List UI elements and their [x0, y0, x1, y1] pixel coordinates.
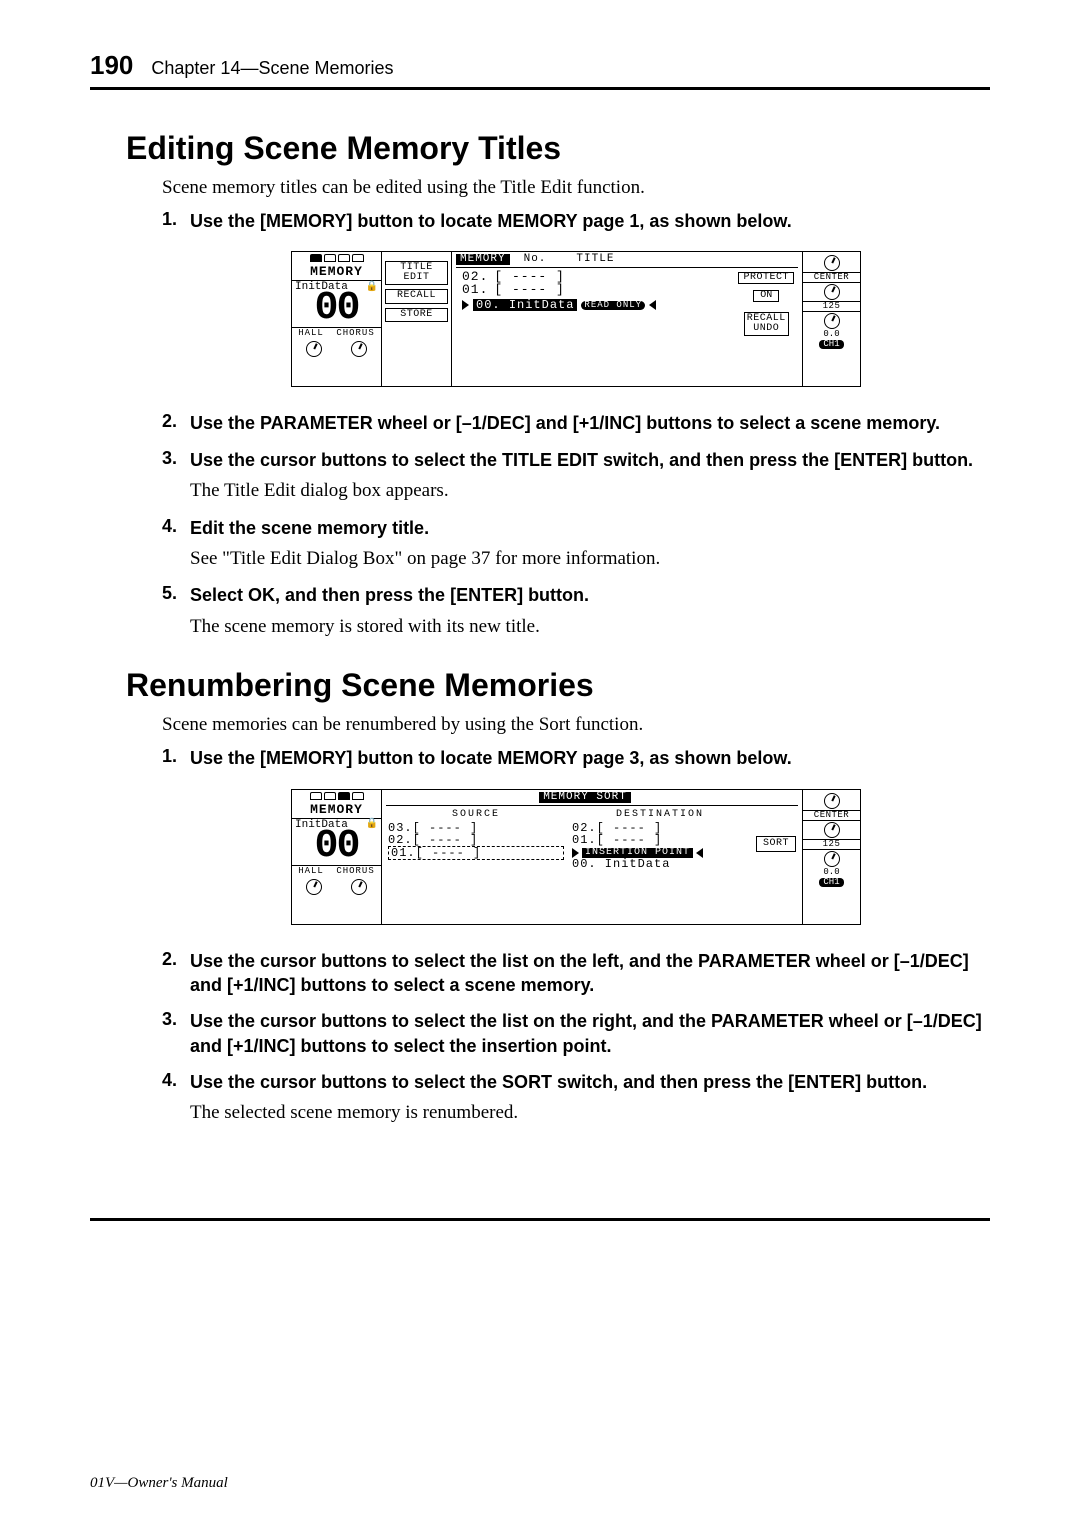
step-text: Use the cursor buttons to select the lis…	[190, 949, 990, 998]
step-text: Use the cursor buttons to select the lis…	[190, 1009, 990, 1058]
list-item-selected[interactable]: 01.[ ---- ]	[388, 846, 564, 860]
lcd1-button-column: TITLE EDIT RECALL STORE	[382, 252, 452, 386]
lcd2-left-panel: MEMORY InitData 🔒 00 HALL CHORUS	[292, 790, 382, 924]
source-column: SOURCE 03.[ ---- ] 02.[ ---- ] 01.[ ----…	[388, 810, 564, 870]
section1-steps-cont: Use the PARAMETER wheel or [–1/DEC] and …	[162, 411, 990, 639]
knob-icon	[351, 879, 367, 895]
list-item[interactable]: 01.[ ---- ]	[572, 834, 748, 846]
knob-icon	[306, 879, 322, 895]
destination-column: DESTINATION 02.[ ---- ] 01.[ ---- ] INSE…	[572, 810, 748, 870]
triangle-right-icon	[462, 300, 469, 310]
lcd-hall-label: HALL	[298, 867, 324, 876]
list-item[interactable]: 03.[ ---- ]	[388, 822, 564, 834]
chapter-title: Chapter 14—Scene Memories	[151, 58, 393, 79]
lcd-chorus-label: CHORUS	[336, 329, 374, 338]
lcd-scene-number: 00	[292, 831, 381, 865]
section1-heading: Editing Scene Memory Titles	[126, 130, 990, 167]
freq-label: 125	[803, 839, 860, 850]
step-text: Edit the scene memory title.	[190, 516, 990, 540]
lcd2-right-panel: CENTER 125 0.0 CH1	[802, 790, 860, 924]
section2-intro: Scene memories can be renumbered by usin…	[162, 714, 990, 736]
recall-undo-button[interactable]: RECALL UNDO	[744, 312, 789, 336]
knob-icon	[824, 822, 840, 838]
knob-icon	[351, 341, 367, 357]
header-rule	[90, 87, 990, 90]
lcd-tab-label: MEMORY	[456, 254, 510, 265]
init-data-item: 00. InitData	[572, 858, 748, 870]
section1-steps: Use the [MEMORY] button to locate MEMORY…	[162, 209, 990, 233]
lock-icon: 🔒	[366, 283, 378, 293]
lcd2-figure: MEMORY InitData 🔒 00 HALL CHORUS	[162, 789, 990, 925]
step-sub-text: The scene memory is stored with its new …	[190, 614, 990, 640]
lcd-chorus-label: CHORUS	[336, 867, 374, 876]
step-text: Use the [MEMORY] button to locate MEMORY…	[190, 746, 990, 770]
step-text: Select OK, and then press the [ENTER] bu…	[190, 583, 990, 607]
db-label: 0.0	[823, 868, 839, 877]
page-number: 190	[90, 50, 133, 81]
lcd2-main-area: MEMORY SORT SOURCE 03.[ ---- ] 02.[ ----…	[382, 790, 802, 924]
list-item[interactable]: 02.[ ---- ]	[572, 822, 748, 834]
triangle-left-icon	[649, 300, 656, 310]
step-text: Use the cursor buttons to select the TIT…	[190, 448, 990, 472]
col-title-label: TITLE	[576, 254, 614, 265]
sort-button[interactable]: SORT	[756, 836, 796, 852]
section2-steps: Use the [MEMORY] button to locate MEMORY…	[162, 746, 990, 770]
center-label: CENTER	[803, 810, 860, 821]
lcd1-figure: MEMORY InitData 🔒 00 HALL CHORUS	[162, 251, 990, 387]
col-no-label: No.	[524, 254, 547, 265]
footer-text: 01V—Owner's Manual	[90, 1475, 228, 1492]
knob-icon	[306, 341, 322, 357]
lcd1-right-panel: CENTER 125 0.0 CH1	[802, 252, 860, 386]
step-text: Use the PARAMETER wheel or [–1/DEC] and …	[190, 411, 990, 435]
knob-icon	[824, 313, 840, 329]
knob-icon	[824, 284, 840, 300]
step-sub-text: See "Title Edit Dialog Box" on page 37 f…	[190, 546, 990, 572]
db-label: 0.0	[823, 330, 839, 339]
readonly-badge: READ ONLY	[581, 301, 645, 310]
destination-header: DESTINATION	[572, 810, 748, 820]
protect-label: PROTECT	[738, 272, 794, 284]
list-item[interactable]: 02.[ ---- ]	[388, 834, 564, 846]
center-label: CENTER	[803, 272, 860, 283]
lcd-memory-label: MEMORY	[292, 801, 381, 819]
step-text: Use the [MEMORY] button to locate MEMORY…	[190, 209, 990, 233]
section1-intro: Scene memory titles can be edited using …	[162, 177, 990, 199]
title-edit-button[interactable]: TITLE EDIT	[385, 261, 448, 285]
section2-steps-cont: Use the cursor buttons to select the lis…	[162, 949, 990, 1126]
page-header: 190 Chapter 14—Scene Memories	[90, 50, 990, 81]
lcd-memory-label: MEMORY	[292, 263, 381, 281]
lcd-scene-number: 00	[292, 293, 381, 327]
knob-icon	[824, 255, 840, 271]
source-header: SOURCE	[388, 810, 564, 820]
section2-heading: Renumbering Scene Memories	[126, 667, 990, 704]
lcd1-left-panel: MEMORY InitData 🔒 00 HALL CHORUS	[292, 252, 382, 386]
selected-scene[interactable]: 00. InitData	[473, 299, 577, 311]
step-text: Use the cursor buttons to select the SOR…	[190, 1070, 990, 1094]
channel-tag: CH1	[819, 878, 843, 887]
channel-tag: CH1	[819, 340, 843, 349]
footer-rule	[90, 1218, 990, 1221]
knob-icon	[824, 851, 840, 867]
recall-button[interactable]: RECALL	[385, 289, 448, 304]
knob-icon	[824, 793, 840, 809]
lock-icon: 🔒	[366, 820, 378, 830]
lcd-hall-label: HALL	[298, 329, 324, 338]
store-button[interactable]: STORE	[385, 308, 448, 323]
step-sub-text: The Title Edit dialog box appears.	[190, 478, 990, 504]
freq-label: 125	[803, 301, 860, 312]
lcd2-tab-label: MEMORY SORT	[539, 792, 631, 803]
triangle-left-icon	[696, 848, 703, 858]
lcd1-main-area: MEMORY No. TITLE 02.[ ---- ] 01.[ ---- ]	[452, 252, 802, 386]
step-sub-text: The selected scene memory is renumbered.	[190, 1100, 990, 1126]
protect-on-toggle[interactable]: ON	[753, 290, 779, 302]
